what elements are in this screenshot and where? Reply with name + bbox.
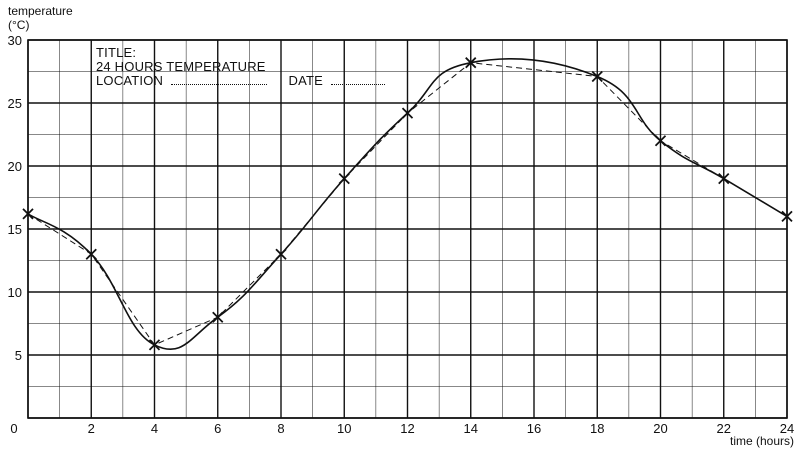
date-blank: [330, 75, 385, 85]
title-label: TITLE:: [96, 45, 137, 60]
grid: [27, 39, 788, 419]
dashed-connector-line: [27, 62, 788, 346]
data-point-marker: [22, 208, 34, 220]
x-tick-label: 12: [400, 421, 414, 436]
chart-title: 24 HOURS TEMPERATURE: [96, 59, 266, 74]
x-tick-label: 0: [10, 421, 17, 436]
x-tick-label: 24: [780, 421, 794, 436]
date-label: DATE: [288, 73, 324, 88]
data-point-marker: [401, 107, 414, 119]
data-point-marker: [85, 248, 97, 260]
title-panel: TITLE: 24 HOURS TEMPERATURE LOCATION DAT…: [96, 46, 385, 88]
x-tick-label: 18: [590, 421, 604, 436]
x-tick-label: 10: [337, 421, 351, 436]
plot-frame: [27, 39, 788, 419]
data-point-marker: [654, 135, 667, 147]
y-axis-title-line1: temperature: [8, 4, 73, 18]
x-tick-label: 22: [717, 421, 731, 436]
data-point-marker: [718, 172, 730, 185]
y-tick-label: 30: [8, 33, 22, 48]
x-tick-label: 20: [653, 421, 667, 436]
data-point-marker: [212, 311, 224, 323]
x-tick-label: 6: [214, 421, 221, 436]
data-point-marker: [591, 70, 603, 83]
x-tick-label: 14: [464, 421, 478, 436]
x-tick-label: 8: [277, 421, 284, 436]
location-blank: [170, 75, 267, 85]
x-axis-title: time (hours): [729, 434, 794, 448]
location-label: LOCATION: [96, 73, 164, 88]
x-tick-label: 16: [527, 421, 541, 436]
data-point-markers: [22, 57, 793, 351]
y-axis-title: temperature (°C): [8, 4, 73, 32]
x-tick-label: 4: [151, 421, 158, 436]
data-point-marker: [275, 248, 287, 260]
y-tick-label: 20: [8, 159, 22, 174]
data-point-marker: [781, 210, 793, 223]
location-date-row: LOCATION DATE: [96, 74, 385, 88]
data-point-marker: [465, 57, 477, 69]
x-tick-label: 2: [88, 421, 95, 436]
data-point-marker: [338, 172, 350, 185]
y-tick-label: 5: [15, 348, 22, 363]
y-tick-label: 15: [8, 222, 22, 237]
y-axis-title-line2: (°C): [8, 18, 30, 32]
data-point-marker: [148, 339, 161, 351]
y-tick-label: 10: [8, 285, 22, 300]
y-tick-label: 25: [8, 96, 22, 111]
